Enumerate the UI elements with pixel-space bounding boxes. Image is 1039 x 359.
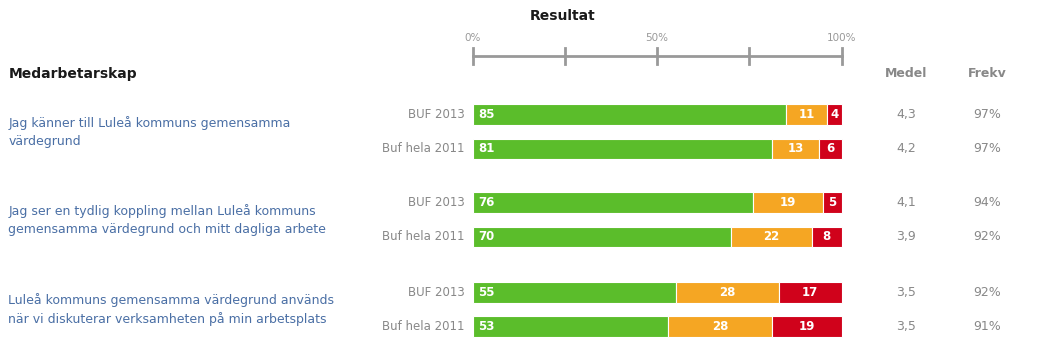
Text: 94%: 94% [974, 196, 1001, 209]
Text: 3,5: 3,5 [896, 320, 916, 333]
Text: 92%: 92% [974, 286, 1001, 299]
Text: 28: 28 [712, 320, 728, 333]
Text: Buf hela 2011: Buf hela 2011 [382, 230, 464, 243]
Text: BUF 2013: BUF 2013 [407, 108, 464, 121]
Bar [823, 192, 842, 213]
Text: 4,3: 4,3 [896, 108, 916, 121]
Text: 53: 53 [478, 320, 495, 333]
Text: 70: 70 [478, 230, 495, 243]
Text: Medel: Medel [885, 67, 927, 80]
Bar [772, 139, 820, 159]
Bar [772, 316, 842, 337]
Bar [787, 104, 827, 125]
Text: 6: 6 [826, 143, 834, 155]
Text: 8: 8 [823, 230, 831, 243]
Bar [473, 192, 753, 213]
Bar [473, 104, 787, 125]
Text: Buf hela 2011: Buf hela 2011 [382, 143, 464, 155]
Text: Jag känner till Luleå kommuns gemensamma
värdegrund: Jag känner till Luleå kommuns gemensamma… [8, 116, 291, 148]
Text: Luleå kommuns gemensamma värdegrund används
när vi diskuterar verksamheten på mi: Luleå kommuns gemensamma värdegrund anvä… [8, 293, 335, 326]
Text: BUF 2013: BUF 2013 [407, 286, 464, 299]
Text: 97%: 97% [974, 108, 1001, 121]
Text: Medarbetarskap: Medarbetarskap [8, 67, 137, 80]
Bar [473, 282, 675, 303]
Text: BUF 2013: BUF 2013 [407, 196, 464, 209]
Text: 19: 19 [780, 196, 796, 209]
Text: 85: 85 [478, 108, 495, 121]
Text: 4,2: 4,2 [896, 143, 916, 155]
Text: Jag ser en tydlig koppling mellan Luleå kommuns
gemensamma värdegrund och mitt d: Jag ser en tydlig koppling mellan Luleå … [8, 204, 326, 236]
Text: 19: 19 [798, 320, 815, 333]
Text: 4,1: 4,1 [896, 196, 916, 209]
Text: 3,5: 3,5 [896, 286, 916, 299]
Text: 91%: 91% [974, 320, 1001, 333]
Text: 92%: 92% [974, 230, 1001, 243]
Bar [668, 316, 772, 337]
Bar [473, 316, 668, 337]
Bar [820, 139, 842, 159]
Bar [473, 139, 772, 159]
Text: 97%: 97% [974, 143, 1001, 155]
Bar [731, 227, 812, 247]
Bar [812, 227, 842, 247]
Text: 22: 22 [764, 230, 779, 243]
Text: 28: 28 [719, 286, 736, 299]
Text: 55: 55 [478, 286, 495, 299]
Text: 76: 76 [478, 196, 495, 209]
Text: 11: 11 [798, 108, 815, 121]
Text: 100%: 100% [827, 33, 856, 43]
Text: 0%: 0% [464, 33, 481, 43]
Bar [779, 282, 842, 303]
Text: 13: 13 [788, 143, 803, 155]
Text: 17: 17 [802, 286, 819, 299]
Bar [473, 227, 731, 247]
Text: 81: 81 [478, 143, 495, 155]
Text: 5: 5 [828, 196, 836, 209]
Text: Frekv: Frekv [967, 67, 1007, 80]
Text: Resultat: Resultat [530, 9, 595, 23]
Text: 4: 4 [830, 108, 838, 121]
Bar [753, 192, 823, 213]
Bar [675, 282, 779, 303]
Text: Buf hela 2011: Buf hela 2011 [382, 320, 464, 333]
Text: 3,9: 3,9 [896, 230, 916, 243]
Bar [827, 104, 842, 125]
Text: 50%: 50% [645, 33, 669, 43]
